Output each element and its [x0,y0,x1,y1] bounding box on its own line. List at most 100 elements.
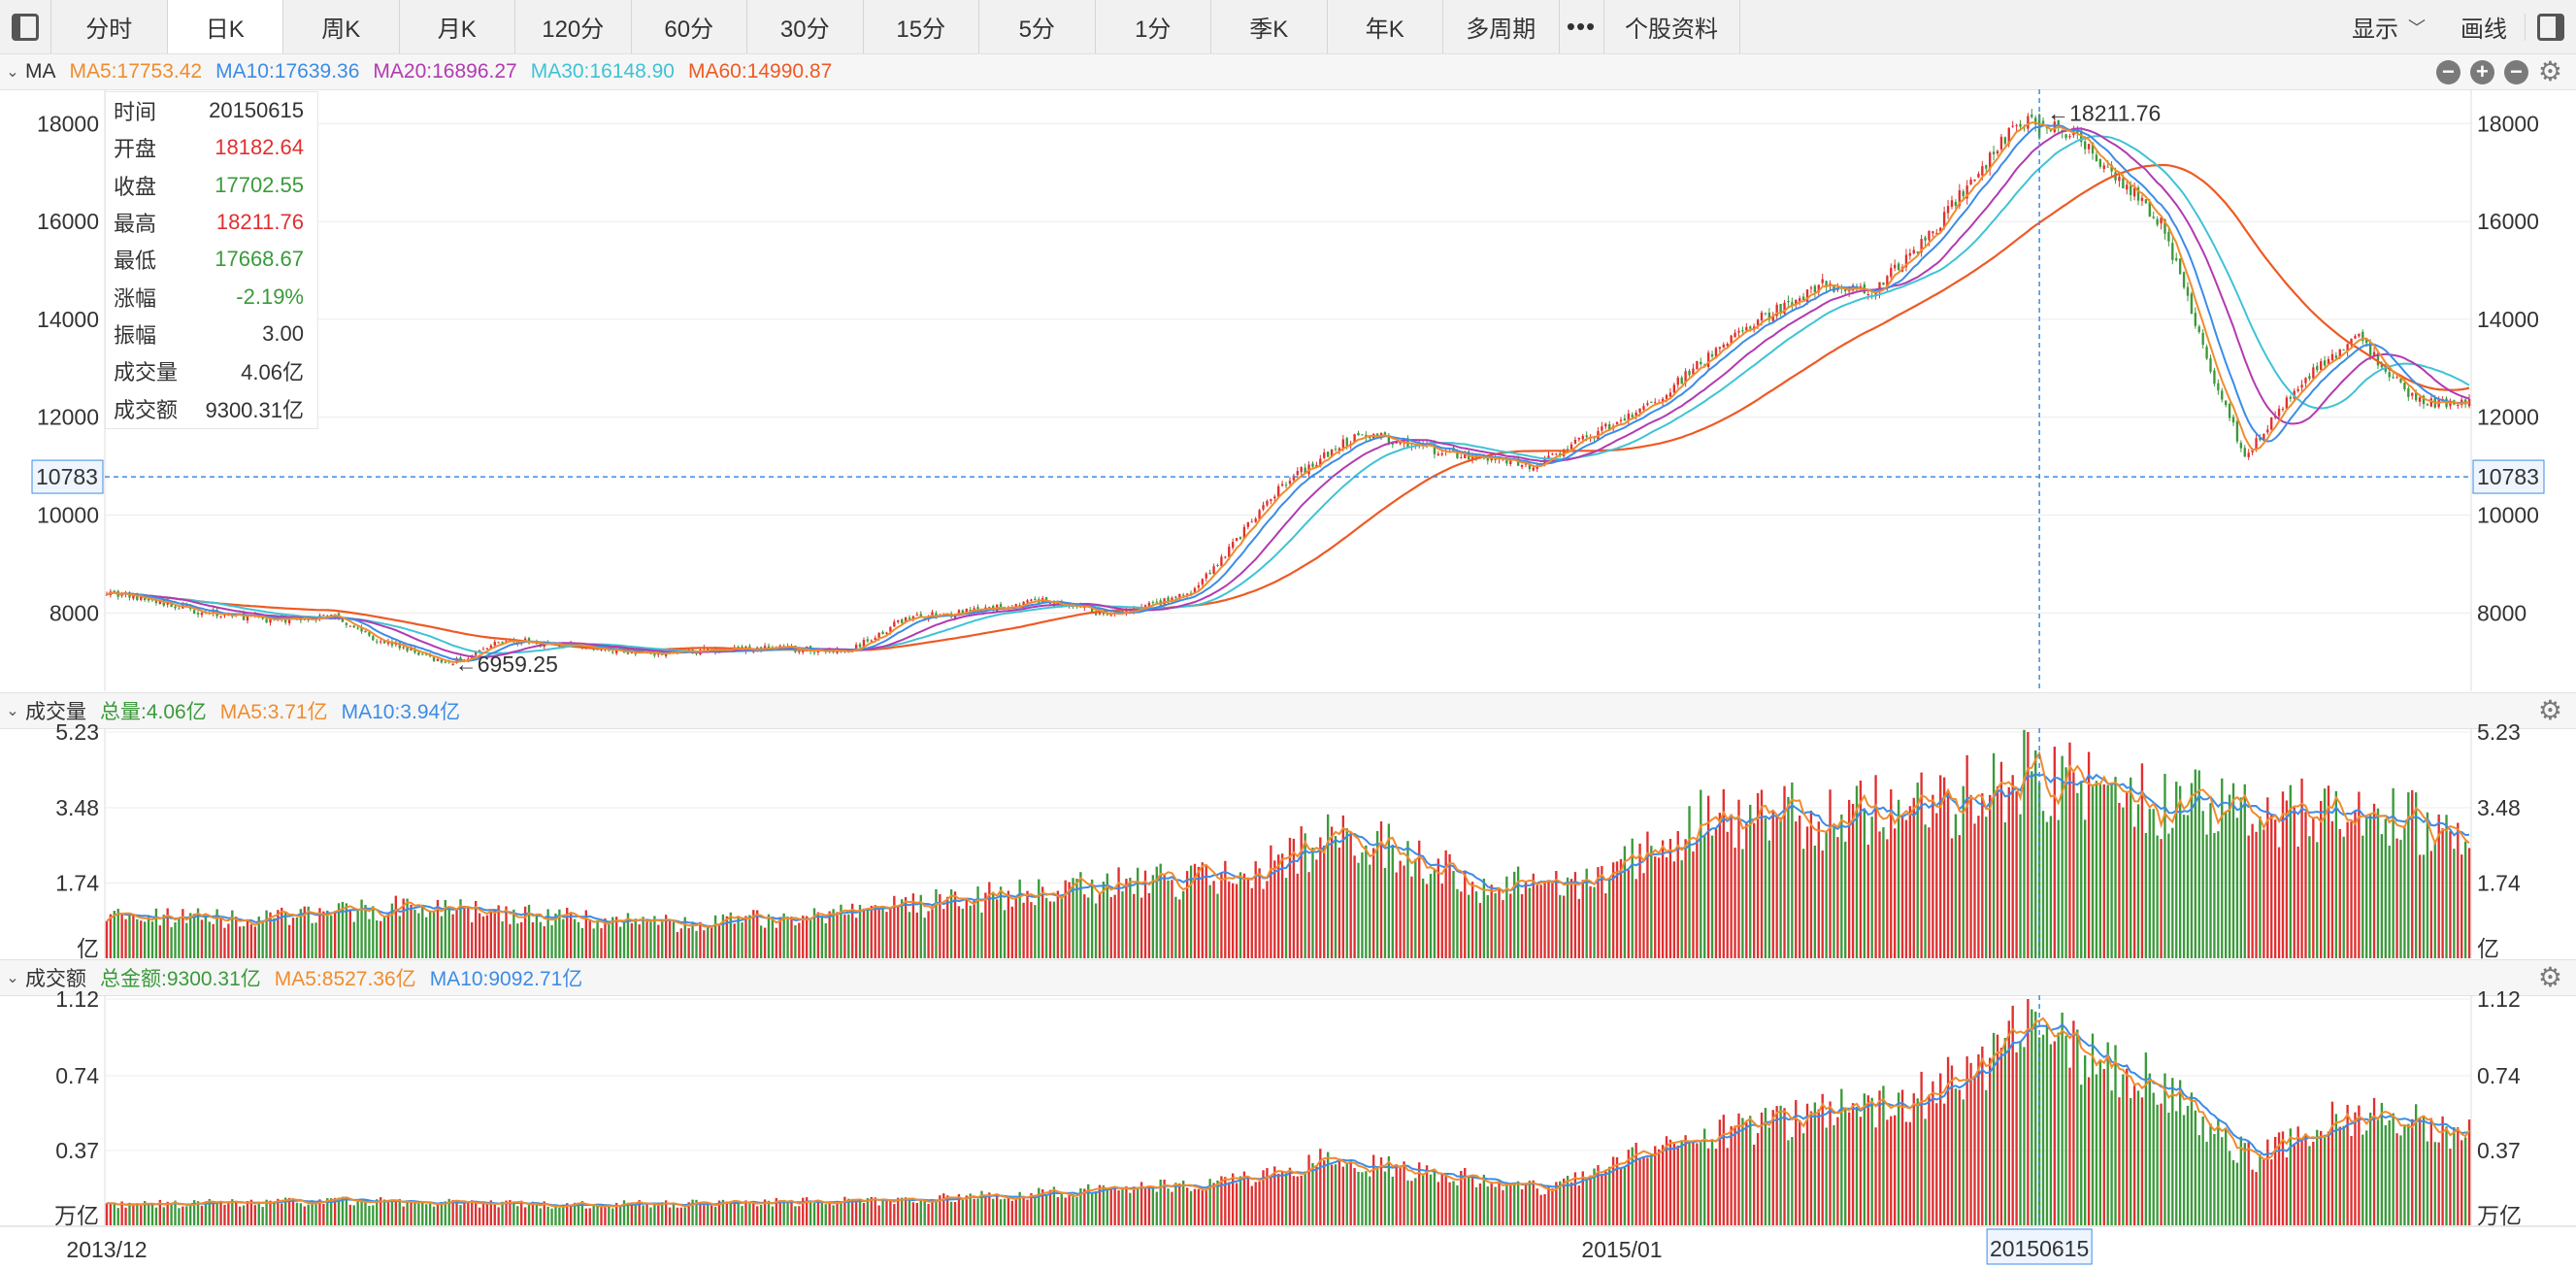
amount-bar [2068,1067,2071,1225]
stock-info-tab[interactable]: 个股资料 [1604,0,1740,53]
volume-bar [1924,824,1927,958]
period-tab[interactable]: 季K [1211,0,1328,53]
amount-bar [881,1199,884,1225]
volume-bar [2080,781,2083,958]
volume-bar [1429,874,1433,958]
amount-bar [208,1198,211,1225]
volume-bar [1703,836,1706,958]
volume-bar [759,925,763,958]
display-label: 显示 [2352,17,2398,43]
candle-body [1437,453,1440,456]
left-panel-toggle[interactable] [0,0,51,53]
amount-bar [436,1204,440,1225]
volume-bar [1734,848,1736,958]
period-tab[interactable]: 5分 [979,0,1096,53]
remove-icon[interactable]: − [2503,59,2528,84]
volume-bar [2395,838,2398,958]
candle-body [1231,542,1235,549]
period-tab[interactable]: 多周期 [1443,0,1560,53]
draw-line-button[interactable]: 画线 [2460,17,2507,43]
candle-body [2308,376,2311,380]
more-periods-button[interactable]: ••• [1560,0,1604,53]
candle-body [2132,187,2136,197]
amount-bar [170,1202,173,1225]
collapse-volume-icon[interactable]: ⌄ [6,703,19,719]
gear-icon[interactable]: ⚙ [2537,962,2562,992]
amount-bar [2217,1118,2220,1225]
amount-bar [1866,1095,1869,1225]
gear-icon[interactable]: ⚙ [2537,695,2562,725]
candle-body [900,619,904,623]
candle-body [1623,418,1627,421]
candle-body [893,621,896,627]
plus-icon[interactable]: + [2469,59,2494,84]
amount-bar [931,1201,934,1225]
right-panel-toggle[interactable] [2525,13,2576,41]
minus-icon[interactable]: − [2435,59,2460,84]
amount-panel-name: 成交额 [25,968,86,990]
candle-body [2148,201,2151,217]
amount-bar [1615,1156,1619,1225]
candle-body [1638,408,1641,413]
amount-bar [143,1201,147,1225]
period-tab[interactable]: 120分 [515,0,632,53]
amount-bar [1999,1048,2003,1225]
volume-bar [516,923,519,958]
period-tab[interactable]: 分时 [51,0,168,53]
period-tab[interactable]: 日K [167,0,283,53]
volume-bar [900,899,904,958]
tooltip-label: 收盘 [114,174,157,199]
amount-bar [1688,1142,1691,1225]
price-legend-item: MA60:14990.87 [688,60,833,83]
amount-bar [2449,1149,2452,1225]
amount-bar [1171,1191,1173,1225]
period-tab[interactable]: 周K [283,0,400,53]
amount-bar [1075,1197,1078,1225]
amount-bar [2228,1151,2231,1225]
amount-bar [771,1206,775,1225]
volume-bar [185,922,188,958]
volume-bar [1680,860,1683,958]
amount-bar [1954,1088,1958,1225]
amount-bar [1855,1106,1859,1225]
amount-bar [592,1205,595,1225]
volume-bar [1387,823,1391,958]
candle-body [1714,348,1718,359]
period-tab[interactable]: 60分 [632,0,747,53]
candle-body [1143,605,1147,608]
period-tab[interactable]: 年K [1328,0,1443,53]
period-tab[interactable]: 30分 [747,0,864,53]
amount-bar [794,1206,797,1225]
amount-bar [2463,1137,2467,1225]
amount-bar [238,1206,242,1225]
amount-bar [1920,1071,1923,1225]
period-tab[interactable]: 月K [400,0,515,53]
period-tab[interactable]: 1分 [1096,0,1211,53]
amount-bar [1208,1179,1211,1225]
volume-bar [2293,807,2295,958]
amount-bar [413,1202,416,1225]
volume-bar [2132,826,2136,958]
candle-body [596,649,599,651]
volume-bar [2102,784,2105,958]
amount-bar [253,1205,257,1225]
candle-body [2243,448,2246,457]
amount-bar [608,1205,611,1225]
amount-bar [836,1201,839,1225]
candle-body [2376,352,2380,366]
period-tab[interactable]: 15分 [864,0,979,53]
amount-bar [1072,1194,1074,1225]
amount-bar [889,1200,892,1225]
gear-icon[interactable]: ⚙ [2537,56,2562,86]
volume-bar [2372,803,2376,958]
collapse-price-icon[interactable]: ⌄ [6,64,19,81]
candle-body [2368,342,2372,357]
candle-body [1090,608,1094,613]
amount-bar [904,1197,908,1225]
collapse-amount-icon[interactable]: ⌄ [6,970,19,986]
amount-bar [600,1206,603,1225]
display-dropdown[interactable]: 显示 ﹀ [2334,0,2443,53]
candle-body [866,639,870,642]
volume-bar [1935,813,1938,958]
